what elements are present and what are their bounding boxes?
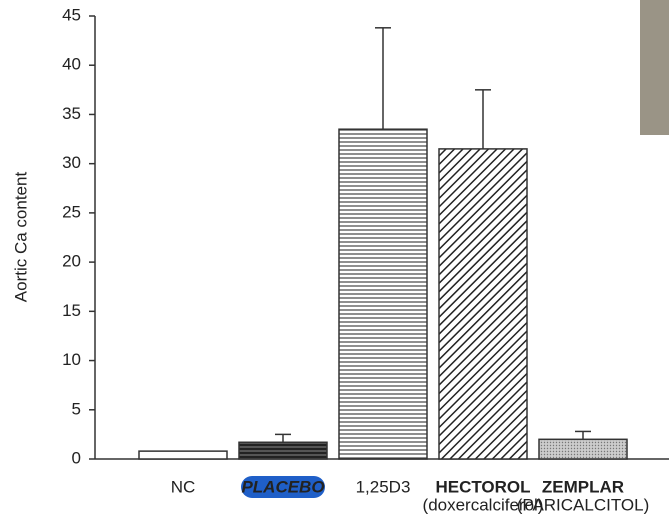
placebo-pill <box>241 476 325 498</box>
bar <box>138 450 228 460</box>
photo <box>640 0 669 135</box>
y-axis-label: Aortic Ca content <box>11 172 30 303</box>
y-tick-label: 15 <box>62 301 81 320</box>
x-tick-sublabel: (PARICALCITOL) <box>517 495 650 514</box>
bar <box>538 438 628 460</box>
y-tick-label: 10 <box>62 350 81 369</box>
y-tick-label: 0 <box>72 448 81 467</box>
y-tick-label: 45 <box>62 5 81 24</box>
bar <box>238 441 328 460</box>
y-tick-label: 30 <box>62 153 81 172</box>
x-tick-label: PLACEBO <box>241 477 324 496</box>
x-tick-label: 1,25D3 <box>356 477 411 496</box>
y-tick-label: 35 <box>62 104 81 123</box>
y-tick-label: 5 <box>72 399 81 418</box>
y-tick-label: 25 <box>62 202 81 221</box>
x-tick-label: ZEMPLAR <box>542 477 624 496</box>
x-tick-sublabel: (doxercalciferol) <box>423 495 544 514</box>
x-tick-label: NC <box>171 477 196 496</box>
x-tick-label: HECTOROL <box>435 477 530 496</box>
bar <box>338 128 428 460</box>
y-tick-label: 20 <box>62 252 81 271</box>
y-tick-label: 40 <box>62 55 81 74</box>
bar <box>438 148 528 460</box>
